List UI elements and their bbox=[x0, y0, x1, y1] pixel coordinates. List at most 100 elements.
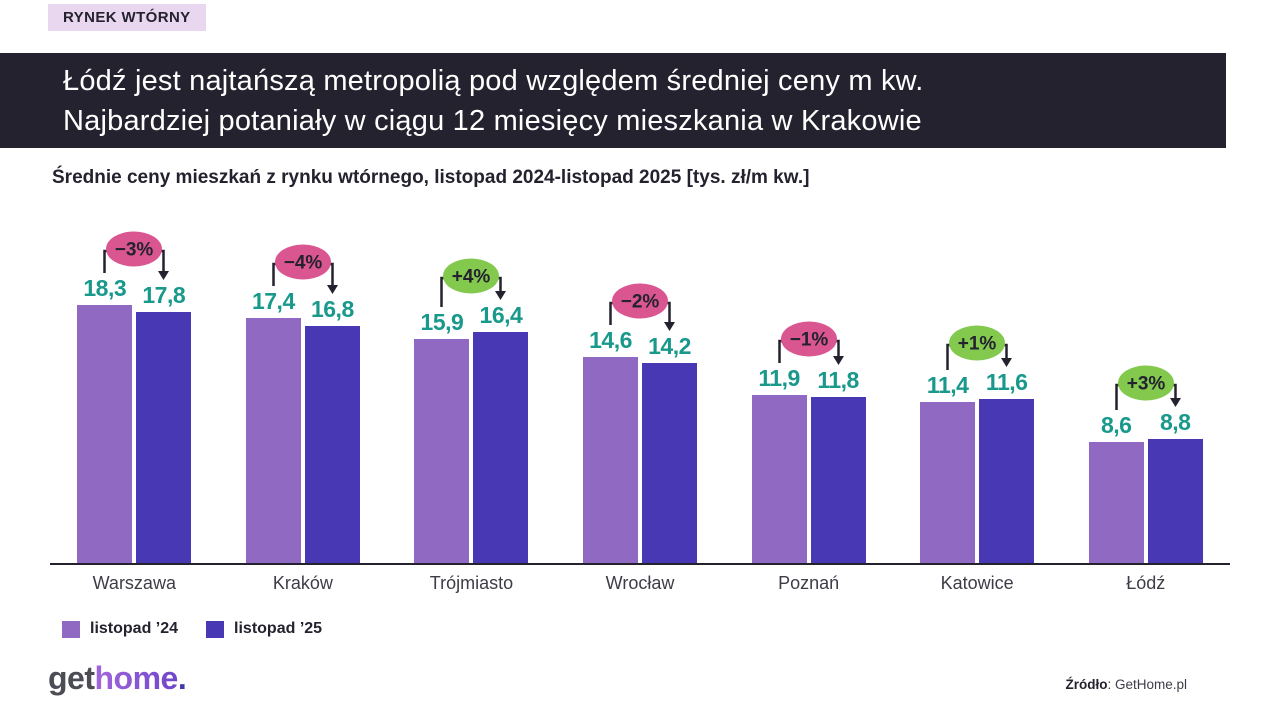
chart-group-5: −1% 11,9 11,8 bbox=[724, 218, 893, 563]
value-label-24: 14,6 bbox=[589, 327, 632, 353]
change-connector: −4% bbox=[272, 244, 338, 294]
change-badge-label: −3% bbox=[115, 240, 154, 261]
headline-banner: Łódź jest najtańszą metropolią pod wzglę… bbox=[0, 53, 1226, 148]
bar-listopad-24 bbox=[77, 305, 133, 563]
bar-pair: −3% 18,3 17,8 bbox=[77, 218, 192, 563]
arrow-down-icon bbox=[1001, 358, 1013, 367]
arrow-down-icon bbox=[1169, 398, 1181, 407]
bar-pair: −2% 14,6 14,2 bbox=[583, 218, 698, 563]
bar-listopad-24 bbox=[751, 395, 807, 563]
chart-group-3: +4% 15,9 16,4 bbox=[387, 218, 556, 563]
change-badge-label: +1% bbox=[958, 334, 997, 355]
chart-legend: listopad ’24 listopad ’25 bbox=[62, 620, 1230, 638]
change-badge-label: −1% bbox=[789, 330, 828, 351]
legend-label-25: listopad ’25 bbox=[234, 620, 323, 637]
change-badge bbox=[274, 244, 331, 280]
source-label: Źródło bbox=[1065, 677, 1108, 692]
value-label-24: 18,3 bbox=[83, 275, 127, 301]
change-connector: +1% bbox=[946, 325, 1013, 370]
category-label: Warszawa bbox=[92, 573, 176, 593]
legend-item-listopad-24: listopad ’24 bbox=[62, 620, 178, 638]
bar-listopad-25 bbox=[1147, 439, 1203, 563]
value-label-25: 11,8 bbox=[817, 367, 859, 393]
bar-listopad-24 bbox=[583, 357, 639, 563]
category-label: Łódź bbox=[1126, 573, 1166, 593]
bar-listopad-25 bbox=[979, 399, 1035, 563]
bar-listopad-25 bbox=[473, 332, 529, 563]
bar-listopad-25 bbox=[136, 312, 192, 563]
chart-group-7: +3% 8,6 8,8 bbox=[1061, 218, 1230, 563]
category-label: Katowice bbox=[940, 573, 1014, 593]
chart-group-6: +1% 11,4 11,6 bbox=[893, 218, 1062, 563]
source-value: : GetHome.pl bbox=[1107, 677, 1187, 692]
category-label: Poznań bbox=[778, 573, 840, 593]
category-label: Kraków bbox=[272, 573, 333, 593]
bar-pair: +4% 15,9 16,4 bbox=[414, 218, 529, 563]
logo-part-dot: . bbox=[177, 660, 187, 696]
category-label: Wrocław bbox=[605, 573, 675, 593]
change-badge-label: −4% bbox=[284, 253, 323, 274]
change-connector: +3% bbox=[1115, 365, 1181, 410]
change-badge bbox=[612, 283, 669, 319]
legend-label-24: listopad ’24 bbox=[90, 620, 179, 637]
bar-pair: −4% 17,4 16,8 bbox=[245, 218, 360, 563]
change-badge bbox=[443, 258, 500, 294]
value-label-24: 11,4 bbox=[926, 372, 969, 398]
headline-line2: Najbardziej potaniały w ciągu 12 miesięc… bbox=[63, 104, 922, 137]
value-label-25: 8,8 bbox=[1160, 409, 1191, 435]
value-label-24: 17,4 bbox=[251, 288, 295, 314]
chart-title: Średnie ceny mieszkań z rynku wtórnego, … bbox=[52, 167, 810, 188]
value-label-25: 14,2 bbox=[648, 333, 691, 359]
value-label-25: 16,4 bbox=[479, 302, 523, 328]
change-badge bbox=[1117, 365, 1174, 401]
arrow-down-icon bbox=[495, 291, 507, 300]
value-label-25: 11,6 bbox=[985, 369, 1028, 395]
bar-listopad-24 bbox=[1088, 442, 1144, 563]
change-badge bbox=[780, 321, 837, 357]
change-connector: −1% bbox=[777, 321, 844, 365]
bar-pair: −1% 11,9 11,8 bbox=[751, 218, 866, 563]
bar-listopad-24 bbox=[414, 339, 470, 563]
value-label-24: 11,9 bbox=[758, 365, 800, 391]
arrow-down-icon bbox=[832, 356, 844, 365]
chart-group-1: −3% 18,3 17,8 bbox=[50, 218, 219, 563]
category-labels: Warszawa Kraków Trójmiasto Wrocław Poznań Kat… bbox=[50, 565, 1230, 594]
change-badge bbox=[106, 231, 163, 267]
value-label-25: 16,8 bbox=[310, 296, 354, 322]
change-badge-label: +3% bbox=[1126, 374, 1165, 395]
logo-part-get: get bbox=[48, 660, 95, 696]
bar-listopad-25 bbox=[810, 397, 866, 563]
arrow-down-icon bbox=[664, 322, 676, 331]
bar-listopad-24 bbox=[920, 402, 976, 563]
bar-pair: +3% 8,6 8,8 bbox=[1088, 218, 1203, 563]
value-label-25: 17,8 bbox=[142, 282, 186, 308]
category-label: Trójmiasto bbox=[429, 573, 514, 593]
arrow-down-icon bbox=[158, 271, 170, 280]
change-connector: −3% bbox=[103, 231, 170, 280]
logo-part-home: home bbox=[94, 660, 179, 696]
legend-item-listopad-25: listopad ’25 bbox=[206, 620, 322, 638]
source-credit: Źródło: GetHome.pl bbox=[1065, 677, 1187, 692]
chart-group-2: −4% 17,4 16,8 bbox=[219, 218, 388, 563]
bar-pair: +1% 11,4 11,6 bbox=[920, 218, 1035, 563]
change-badge bbox=[949, 325, 1006, 361]
value-label-24: 8,6 bbox=[1101, 412, 1132, 438]
chart-group-4: −2% 14,6 14,2 bbox=[556, 218, 725, 563]
legend-swatch-24 bbox=[62, 620, 80, 638]
bar-listopad-25 bbox=[304, 326, 360, 563]
value-label-24: 15,9 bbox=[420, 309, 464, 335]
change-connector: −2% bbox=[609, 283, 676, 331]
gethome-logo: gethome. bbox=[48, 660, 187, 697]
market-tag-badge: RYNEK WTÓRNY bbox=[48, 4, 206, 31]
change-connector: +4% bbox=[440, 258, 507, 307]
x-axis-line bbox=[50, 563, 1230, 565]
chart-groups: −3% 18,3 17,8 −4% 17,4 16,8 +4% 15,9 16,4 −2% 14,6… bbox=[50, 218, 1230, 563]
bar-listopad-24 bbox=[245, 318, 301, 563]
arrow-down-icon bbox=[326, 285, 338, 294]
change-badge-label: −2% bbox=[621, 292, 660, 313]
bar-listopad-25 bbox=[642, 363, 698, 563]
bar-chart: −3% 18,3 17,8 −4% 17,4 16,8 +4% 15,9 16,4 −2% 14,6… bbox=[50, 218, 1230, 638]
change-badge-label: +4% bbox=[452, 267, 491, 288]
headline-line1: Łódź jest najtańszą metropolią pod wzglę… bbox=[63, 64, 924, 97]
legend-swatch-25 bbox=[206, 620, 225, 638]
